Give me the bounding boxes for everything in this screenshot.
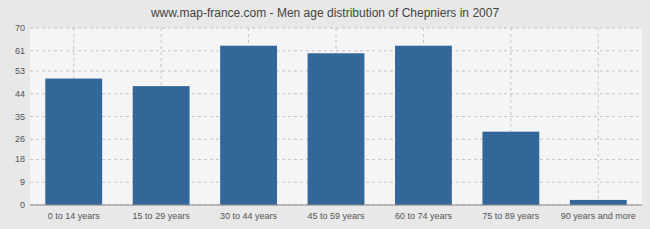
x-tick-label: 45 to 59 years — [307, 211, 365, 221]
y-tick-label: 26 — [15, 134, 25, 144]
bar — [220, 46, 277, 205]
grid-line — [30, 50, 642, 51]
bars — [45, 46, 626, 205]
y-tick-label: 18 — [15, 154, 25, 164]
y-tick-label: 61 — [15, 46, 25, 56]
x-axis-line — [30, 205, 642, 206]
x-tick-label: 15 to 29 years — [133, 211, 191, 221]
x-tick-label: 30 to 44 years — [220, 211, 278, 221]
y-tick-label: 9 — [20, 177, 25, 187]
bar — [482, 132, 539, 205]
chart: 0 9 18 26 35 44 53 61 70 0 to 14 years 15 to 29 ye… — [0, 0, 650, 229]
grid-line-vertical — [598, 28, 599, 205]
grid-line — [30, 205, 642, 206]
bar — [395, 46, 452, 205]
y-ticks: 0 9 18 26 35 44 53 61 70 — [15, 23, 25, 210]
x-tick-label: 75 to 89 years — [482, 211, 540, 221]
y-tick-label: 70 — [15, 23, 25, 33]
y-tick-label: 53 — [15, 66, 25, 76]
bar — [133, 86, 190, 205]
x-tick-label: 90 years and more — [561, 211, 636, 221]
x-tick-label: 60 to 74 years — [395, 211, 453, 221]
x-ticks: 0 to 14 years 15 to 29 years 30 to 44 year… — [48, 211, 636, 221]
bar — [308, 53, 365, 205]
grid — [30, 28, 642, 205]
y-tick-label: 35 — [15, 112, 25, 122]
x-tick-label: 0 to 14 years — [48, 211, 101, 221]
title: www.map-france.com - Men age distributio… — [150, 6, 499, 20]
bar — [45, 79, 102, 205]
y-tick-label: 0 — [20, 200, 25, 210]
bar — [570, 200, 627, 205]
plot-background — [30, 28, 642, 205]
y-tick-label: 44 — [15, 89, 25, 99]
